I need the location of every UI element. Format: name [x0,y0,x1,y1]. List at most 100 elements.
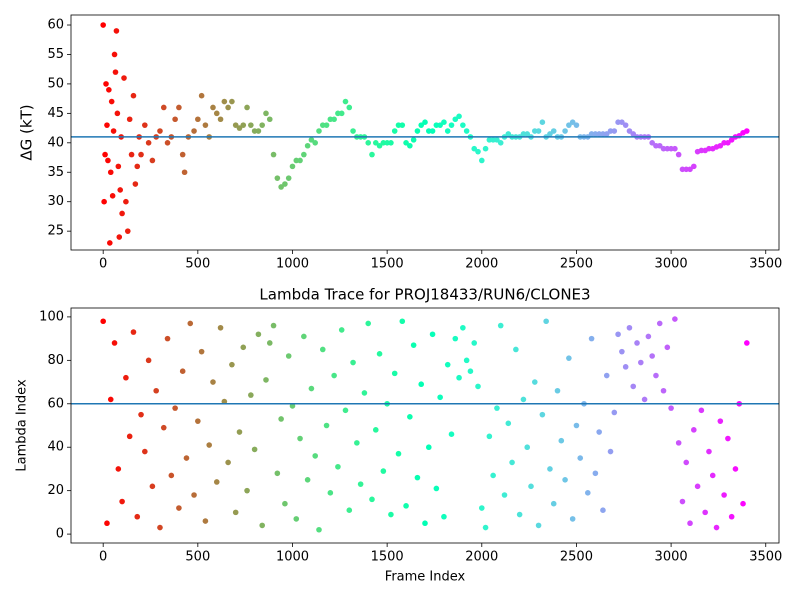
data-point [319,346,326,353]
data-point [263,110,269,117]
data-point [429,128,436,134]
y-tick-label: 80 [47,353,64,368]
data-point [179,151,186,158]
data-point [285,175,292,181]
data-point [668,405,674,411]
data-point [486,433,493,440]
data-point [630,131,637,137]
data-point [372,140,379,146]
data-point [221,98,228,105]
data-point [414,128,421,134]
data-point [433,485,440,492]
data-point [346,104,353,111]
data-point [395,450,402,457]
data-point [103,81,109,87]
data-point [653,372,659,379]
data-point [225,459,231,466]
data-point [289,403,296,409]
y-tick-label: 50 [47,76,64,91]
data-point [331,372,337,379]
x-tick-label: 500 [185,550,210,565]
data-point [134,513,141,520]
data-point [403,503,409,509]
data-point [694,483,701,490]
data-point [422,119,428,125]
data-point [213,110,220,117]
data-point [410,137,417,143]
x-tick-label: 0 [99,257,107,272]
data-point [346,507,353,514]
data-point [164,335,171,342]
data-point [104,520,110,527]
y-tick-label: 60 [47,18,64,33]
data-point [293,516,300,522]
data-point [105,157,111,164]
x-tick-label: 500 [185,257,210,272]
data-point [187,320,194,327]
data-point [255,128,262,134]
data-point [308,385,315,392]
x-tick-label: 1500 [371,257,404,272]
data-point [407,142,413,149]
data-point [619,348,625,355]
data-point [709,472,716,479]
data-point [145,140,152,146]
data-point [130,329,137,335]
x-tick-label: 2000 [465,550,498,565]
data-point [338,110,345,117]
data-point [304,142,311,149]
data-point [357,481,364,487]
y-tick-label: 45 [47,106,64,121]
data-point [244,104,250,111]
data-point [475,383,481,390]
data-point [153,387,159,394]
data-point [172,405,178,411]
data-point [138,411,144,418]
y-tick-label: 40 [47,135,64,150]
data-point [573,122,580,128]
data-point [619,119,625,125]
data-point [698,407,705,414]
data-point [221,398,228,405]
data-point [626,324,633,331]
y-tick-label: 55 [47,47,64,62]
data-point [111,51,118,58]
data-point [119,210,125,217]
data-point [160,104,167,111]
data-point [543,318,549,325]
data-point [282,500,288,507]
data-point [448,431,455,437]
data-point [638,359,644,366]
data-point [274,175,281,181]
data-point [452,335,459,342]
data-point [119,498,125,505]
data-point [713,524,720,531]
y-tick-label: 30 [47,194,64,209]
data-point [191,492,197,498]
data-point [615,331,621,338]
data-point [117,187,124,193]
data-point [266,340,273,346]
data-point [524,131,531,137]
data-point [513,346,519,353]
data-point [478,505,485,511]
data-point [304,476,311,483]
data-point [592,470,599,477]
data-point [425,444,432,451]
data-point [145,357,152,364]
data-point [202,518,209,524]
data-point [202,122,209,128]
data-point [142,448,148,455]
data-point [109,193,116,199]
data-point [478,157,485,164]
data-point [505,420,512,427]
data-point [285,353,292,359]
data-point [297,435,303,442]
data-point [181,169,188,176]
data-point [410,342,417,348]
data-point [569,119,576,125]
data-point [660,387,667,394]
data-point [301,333,307,340]
data-point [679,498,686,505]
data-point [607,448,614,455]
